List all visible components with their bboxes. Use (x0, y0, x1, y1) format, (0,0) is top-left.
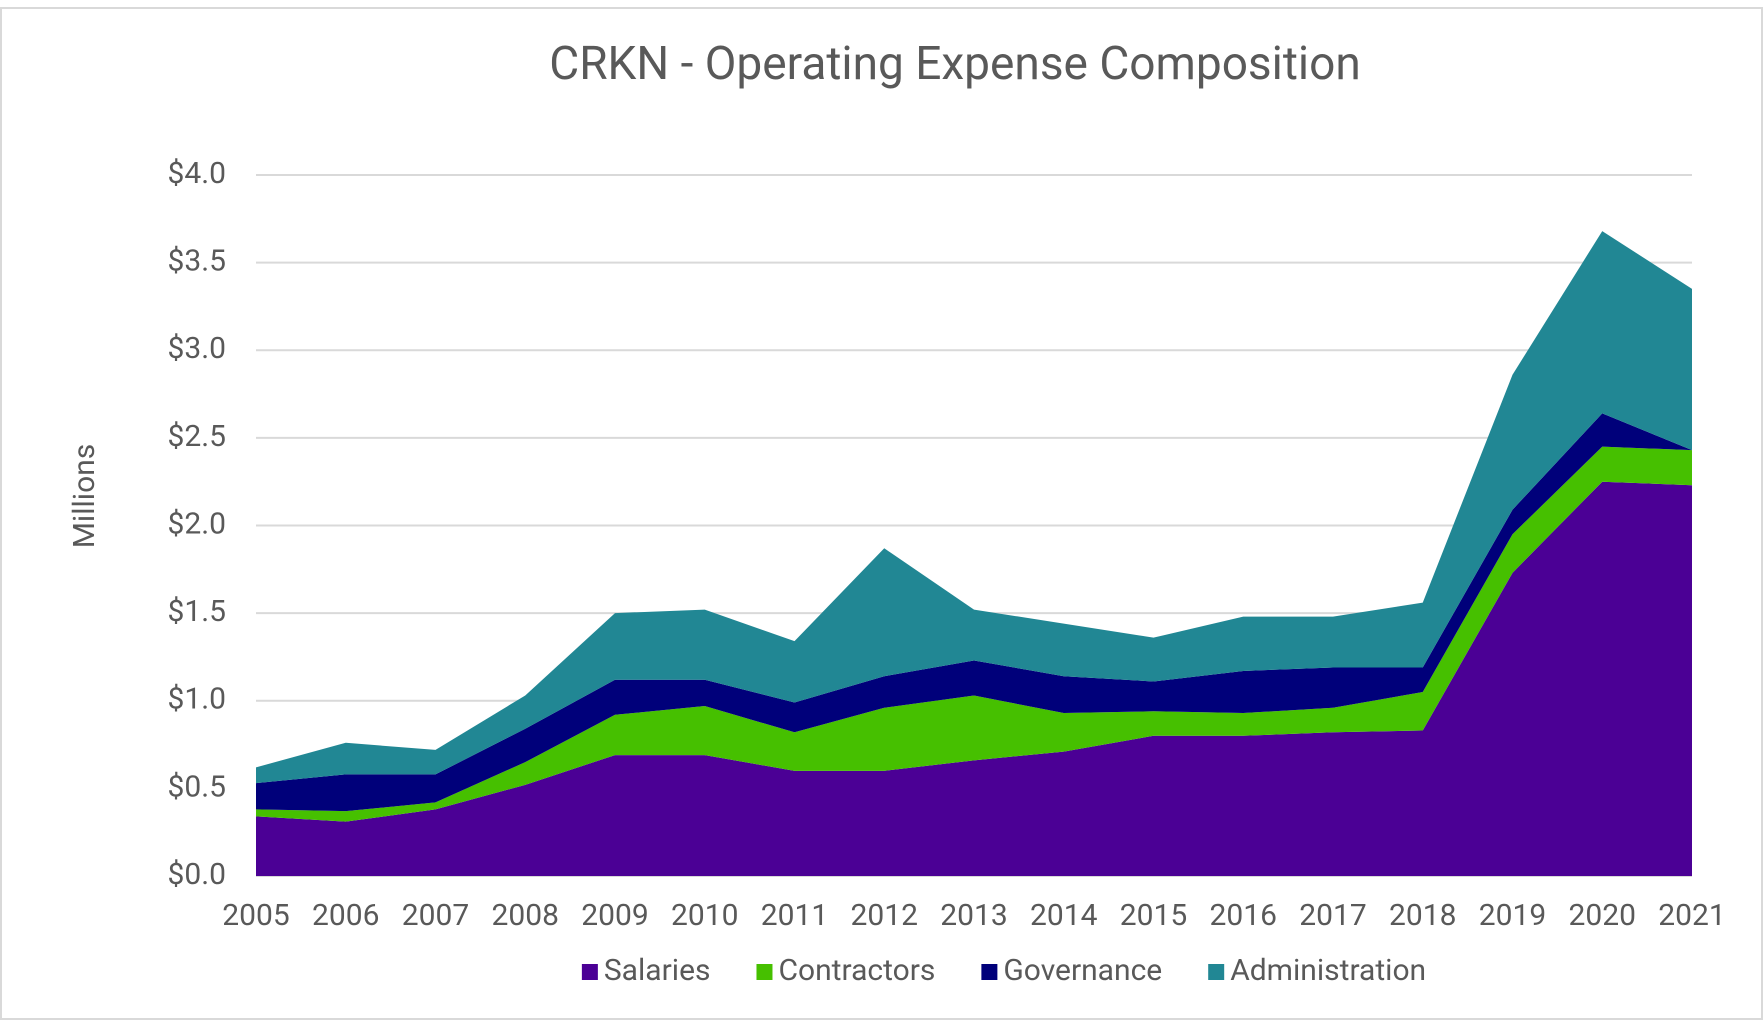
y-tick-label: $0.0 (168, 857, 227, 892)
y-tick-label: $4.0 (168, 156, 227, 191)
y-tick-label: $3.0 (168, 331, 227, 366)
y-axis-label: Millions (67, 444, 102, 549)
chart-title: CRKN - Operating Expense Composition (549, 37, 1360, 91)
y-tick-label: $3.5 (168, 244, 227, 279)
y-tick-label: $1.0 (168, 682, 227, 717)
x-tick-label: 2008 (492, 898, 559, 933)
x-tick-label: 2017 (1299, 898, 1366, 933)
legend-swatch (756, 964, 773, 980)
x-tick-label: 2009 (581, 898, 648, 933)
x-tick-label: 2016 (1210, 898, 1277, 933)
x-tick-label: 2014 (1030, 898, 1098, 933)
area (256, 231, 1692, 784)
y-tick-label: $2.5 (168, 419, 227, 454)
legend-swatch (1208, 964, 1225, 980)
areas (256, 231, 1692, 876)
x-tick-label: 2020 (1569, 898, 1636, 933)
legend-swatch (981, 964, 998, 980)
legend-swatch (581, 964, 598, 980)
x-tick-label: 2021 (1658, 898, 1725, 933)
x-tick-label: 2005 (222, 898, 289, 933)
legend-label: Administration (1230, 953, 1426, 988)
x-tick-label: 2007 (402, 898, 469, 933)
area (256, 446, 1692, 822)
x-tick-label: 2018 (1389, 898, 1456, 933)
x-tick-label: 2019 (1479, 898, 1546, 933)
y-tick-label: $1.5 (168, 594, 227, 629)
x-tick-label: 2015 (1120, 898, 1187, 933)
x-tick-label: 2011 (761, 898, 828, 933)
x-tick-label: 2013 (940, 898, 1007, 933)
x-tick-label: 2012 (851, 898, 918, 933)
x-tick-label: 2006 (312, 898, 379, 933)
legend-label: Governance (1003, 953, 1162, 988)
labels: $0.0 $0.5 $1.0 $1.5 $2.0 $2.5 $3.0 $3.5 $4.0 2005… (168, 156, 1726, 988)
legend-label: Salaries (604, 953, 711, 988)
area (256, 413, 1692, 812)
x-tick-label: 2010 (671, 898, 738, 933)
legend-label: Contractors (778, 953, 935, 988)
y-tick-label: $2.0 (168, 506, 227, 541)
y-tick-label: $0.5 (168, 769, 227, 804)
area (256, 481, 1692, 876)
